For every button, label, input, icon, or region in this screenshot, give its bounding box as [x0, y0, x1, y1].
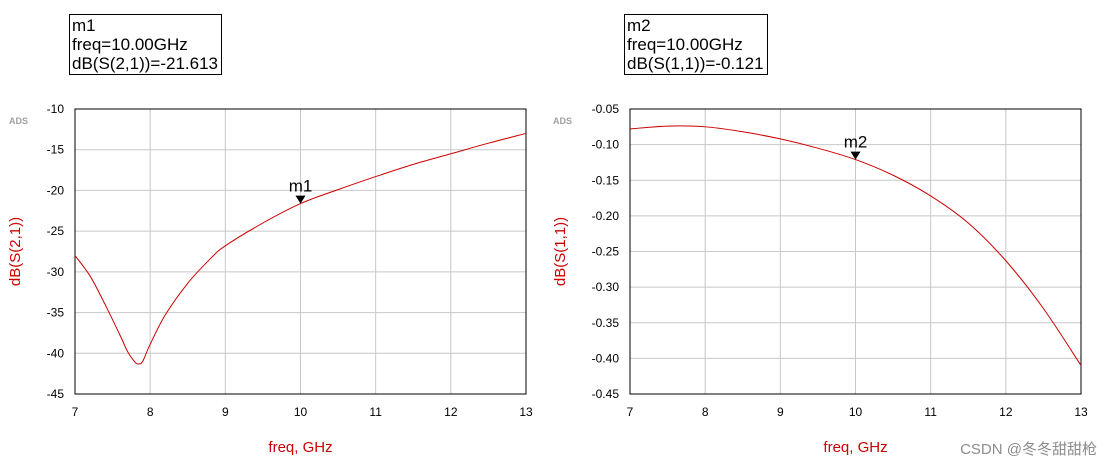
x-tick-label: 8 [147, 405, 154, 419]
marker-triangle [295, 195, 306, 204]
x-axis-label: freq, GHz [823, 439, 887, 456]
x-tick-label: 12 [999, 405, 1013, 419]
y-tick-label: -45 [47, 387, 65, 401]
x-tick-label: 7 [627, 405, 634, 419]
marker-readout-m2: m2 freq=10.00GHz dB(S(1,1))=-0.121 [624, 14, 768, 75]
x-tick-label: 11 [924, 405, 937, 419]
marker-label: m1 [289, 177, 313, 196]
plot-frame [629, 108, 1082, 395]
ads-logo: ADS [9, 116, 28, 126]
marker-value: dB(S(1,1))=-0.121 [627, 54, 764, 73]
x-tick-label: 10 [849, 405, 863, 419]
watermark: CSDN @冬冬甜甜枪 [960, 441, 1097, 458]
x-tick-label: 8 [702, 405, 709, 419]
ads-logo: ADS [553, 116, 572, 126]
x-tick-label: 12 [444, 405, 458, 419]
x-tick-label: 13 [1074, 405, 1088, 419]
y-tick-label: -0.10 [592, 138, 620, 152]
marker-triangle [850, 151, 861, 160]
marker-name: m1 [72, 16, 96, 35]
y-tick-label: -0.40 [592, 351, 620, 365]
plot-frame [74, 108, 527, 395]
series-line [74, 132, 527, 365]
y-tick-label: -0.25 [592, 245, 620, 259]
marker-readout-m1: m1 freq=10.00GHz dB(S(2,1))=-21.613 [69, 14, 222, 75]
y-tick-label: -35 [47, 306, 65, 320]
y-tick-label: -20 [47, 183, 65, 197]
x-tick-label: 11 [369, 405, 382, 419]
y-axis-label: dB(S(2,1)) [7, 217, 24, 286]
y-tick-label: -0.15 [592, 173, 620, 187]
marker-freq: freq=10.00GHz [627, 35, 743, 54]
marker-freq: freq=10.00GHz [72, 35, 188, 54]
x-axis-label: freq, GHz [268, 439, 332, 456]
y-tick-label: -0.20 [592, 209, 620, 223]
x-tick-label: 10 [294, 405, 308, 419]
y-tick-label: -10 [47, 102, 65, 116]
y-tick-label: -25 [47, 224, 65, 238]
series-line [629, 125, 1082, 366]
y-tick-label: -0.35 [592, 316, 620, 330]
y-tick-label: -0.45 [592, 387, 620, 401]
y-axis-label: dB(S(1,1)) [552, 217, 569, 286]
y-tick-label: -15 [47, 143, 65, 157]
x-tick-label: 7 [72, 405, 79, 419]
x-tick-label: 9 [777, 405, 784, 419]
y-tick-label: -0.05 [592, 102, 620, 116]
marker-value: dB(S(2,1))=-21.613 [72, 54, 218, 73]
y-tick-label: -40 [47, 346, 65, 360]
x-tick-label: 9 [222, 405, 229, 419]
marker-label: m2 [844, 133, 868, 152]
x-tick-label: 13 [519, 405, 533, 419]
y-tick-label: -0.30 [592, 280, 620, 294]
y-tick-label: -30 [47, 265, 65, 279]
marker-name: m2 [627, 16, 651, 35]
